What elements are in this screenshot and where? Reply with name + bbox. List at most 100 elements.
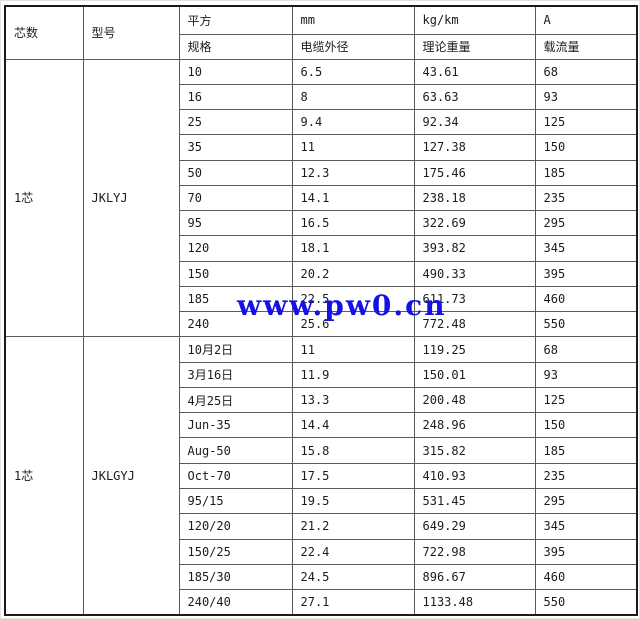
ampacity-cell: 295 (534, 488, 638, 515)
od-cell: 25.6 (291, 311, 415, 338)
weight-cell: 200.48 (413, 386, 536, 414)
spec-cell: Oct-70 (178, 462, 293, 490)
table-row: 120/20 21.2 649.29 345 (5, 513, 638, 540)
cores-cell: 1芯 (4, 58, 84, 338)
ampacity-cell: 235 (534, 184, 638, 212)
weight-cell: 92.34 (413, 109, 536, 136)
header-cores: 芯数 (4, 5, 84, 60)
od-cell: 21.2 (291, 513, 415, 540)
spec-cell: 120 (178, 235, 293, 262)
od-cell: 8 (291, 83, 415, 111)
weight-cell: 393.82 (413, 235, 536, 262)
weight-cell: 649.29 (413, 513, 536, 540)
header-od-unit: mm (291, 5, 415, 35)
od-cell: 27.1 (291, 589, 415, 616)
od-cell: 11 (291, 134, 415, 161)
weight-cell: 175.46 (413, 159, 536, 186)
spec-cell: 4月25日 (178, 386, 293, 414)
table-row: 185 22.5 611.73 460 (5, 285, 638, 313)
table-row: 3月16日 11.9 150.01 93 (5, 361, 638, 388)
weight-cell: 611.73 (413, 285, 536, 313)
table-row: 1芯 JKLYJ 10 6.5 43.61 68 (4, 58, 638, 338)
od-cell: 20.2 (291, 260, 415, 287)
od-cell: 11.9 (291, 361, 415, 388)
ampacity-cell: 185 (534, 437, 638, 464)
spec-cell: 10月2日 (178, 336, 293, 363)
ampacity-cell: 295 (534, 210, 638, 237)
ampacity-cell: 150 (534, 134, 638, 161)
weight-cell: 722.98 (413, 538, 536, 565)
spec-cell: Aug-50 (178, 437, 293, 464)
spec-cell: 3月16日 (178, 361, 293, 388)
spec-cell: 240 (178, 311, 293, 338)
ampacity-cell: 125 (534, 109, 638, 136)
spec-cell: 150/25 (178, 538, 293, 565)
table-row: 25 9.4 92.34 125 (5, 109, 638, 136)
spec-cell: Jun-35 (178, 412, 293, 439)
weight-cell: 119.25 (413, 336, 536, 363)
model-cell: JKLYJ (82, 58, 180, 338)
od-cell: 15.8 (291, 437, 415, 464)
weight-cell: 248.96 (413, 412, 536, 439)
ampacity-cell: 550 (534, 311, 638, 338)
table-row: 240/40 27.1 1133.48 550 (5, 589, 638, 616)
weight-cell: 772.48 (413, 311, 536, 338)
ampacity-cell: 68 (534, 58, 638, 85)
ampacity-cell: 185 (534, 159, 638, 186)
table-row: 185/30 24.5 896.67 460 (5, 563, 638, 591)
table-body: 1芯 JKLYJ 10 6.5 43.61 68 16 8 63.63 93 25 9.4 92.34 1… (4, 58, 638, 616)
spec-cell: 95/15 (178, 488, 293, 515)
spec-cell: 240/40 (178, 589, 293, 616)
header-weight-unit: kg/km (413, 5, 536, 35)
spec-cell: 16 (178, 83, 293, 111)
od-cell: 9.4 (291, 109, 415, 136)
table-row: 1芯 JKLGYJ 10月2日 11 119.25 68 (4, 336, 638, 616)
header-model: 型号 (82, 5, 180, 60)
table-row: 50 12.3 175.46 185 (5, 159, 638, 186)
table-header: 芯数 型号 平方 mm kg/km A 规格 电缆外径 理论重量 载流量 (4, 5, 638, 60)
weight-cell: 63.63 (413, 83, 536, 111)
od-cell: 18.1 (291, 235, 415, 262)
header-ampacity-unit: A (534, 5, 638, 35)
spec-cell: 185/30 (178, 563, 293, 591)
ampacity-cell: 395 (534, 260, 638, 287)
ampacity-cell: 125 (534, 386, 638, 414)
header-ampacity-name: 载流量 (534, 33, 638, 60)
spec-cell: 185 (178, 285, 293, 313)
spec-cell: 95 (178, 210, 293, 237)
ampacity-cell: 93 (534, 361, 638, 388)
od-cell: 19.5 (291, 488, 415, 515)
ampacity-cell: 395 (534, 538, 638, 565)
od-cell: 22.5 (291, 285, 415, 313)
header-name-row: 规格 电缆外径 理论重量 载流量 (5, 33, 638, 60)
od-cell: 6.5 (291, 58, 415, 85)
od-cell: 14.4 (291, 412, 415, 439)
weight-cell: 322.69 (413, 210, 536, 237)
weight-cell: 1133.48 (413, 589, 536, 616)
weight-cell: 531.45 (413, 488, 536, 515)
weight-cell: 315.82 (413, 437, 536, 464)
model-cell: JKLGYJ (82, 336, 180, 616)
weight-cell: 896.67 (413, 563, 536, 591)
spec-cell: 70 (178, 184, 293, 212)
ampacity-cell: 68 (534, 336, 638, 363)
cable-spec-table: 芯数 型号 平方 mm kg/km A 规格 电缆外径 理论重量 载流量 1芯 J… (4, 5, 638, 616)
weight-cell: 238.18 (413, 184, 536, 212)
table-row: 150/25 22.4 722.98 395 (5, 538, 638, 565)
table-row: 120 18.1 393.82 345 (5, 235, 638, 262)
spec-cell: 50 (178, 159, 293, 186)
ampacity-cell: 345 (534, 513, 638, 540)
table-row: 240 25.6 772.48 550 (5, 311, 638, 338)
weight-cell: 150.01 (413, 361, 536, 388)
weight-cell: 127.38 (413, 134, 536, 161)
spec-cell: 35 (178, 134, 293, 161)
od-cell: 17.5 (291, 462, 415, 490)
table-row: 16 8 63.63 93 (5, 83, 638, 111)
ampacity-cell: 150 (534, 412, 638, 439)
ampacity-cell: 345 (534, 235, 638, 262)
ampacity-cell: 93 (534, 83, 638, 111)
ampacity-cell: 550 (534, 589, 638, 616)
od-cell: 11 (291, 336, 415, 363)
weight-cell: 410.93 (413, 462, 536, 490)
